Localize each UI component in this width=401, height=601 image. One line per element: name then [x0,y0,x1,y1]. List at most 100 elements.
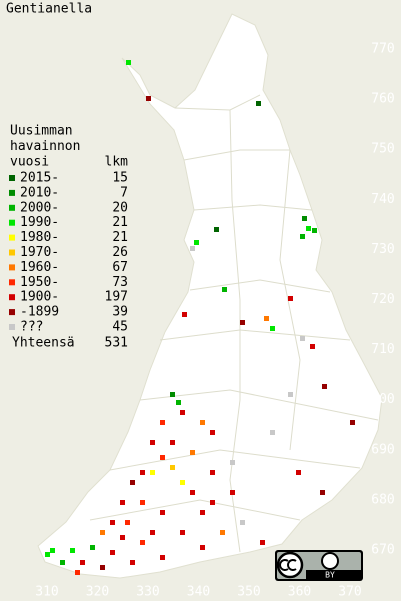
legend-label: 2015- [20,171,59,186]
observation-square [180,410,185,415]
observation-square [140,540,145,545]
legend-count: 20 [112,200,128,215]
observation-square [200,510,205,515]
y-tick-label: 690 [371,442,394,457]
observation-squares [45,60,355,575]
legend-heading: vuosi [10,155,49,170]
legend-count: 67 [112,260,128,275]
observation-square [350,420,355,425]
observation-square [256,101,261,106]
observation-square [140,470,145,475]
observation-square [270,326,275,331]
legend-swatch [9,204,15,211]
observation-square [120,535,125,540]
legend-swatch [9,294,15,301]
total-label: Yhteensä [12,336,75,351]
x-tick-label: 320 [86,585,109,600]
observation-square [180,530,185,535]
x-tick-label: 360 [288,585,311,600]
observation-square [160,555,165,560]
observation-square [220,530,225,535]
legend-count: 39 [112,305,128,320]
cc-letters [279,559,297,571]
observation-square [100,530,105,535]
legend-swatch [9,189,15,196]
observation-square [288,296,293,301]
observation-square [150,470,155,475]
legend-label: 2000- [20,200,59,215]
observation-square [170,465,175,470]
observation-square [70,548,75,553]
legend-swatch [9,309,15,316]
legend-swatch [9,219,15,226]
legend-label: 1980- [20,230,59,245]
y-tick-label: 740 [371,192,394,207]
license-badge: BY [275,550,363,581]
x-tick-label: 350 [237,585,260,600]
observation-square [288,392,293,397]
observation-square [146,96,151,101]
observation-square [176,400,181,405]
cc-icon [276,551,304,579]
observation-square [60,560,65,565]
y-tick-label: 720 [371,292,394,307]
observation-square [200,545,205,550]
observation-square [230,460,235,465]
observation-square [320,490,325,495]
legend-swatch [9,249,15,256]
observation-square [306,226,311,231]
observation-square [210,500,215,505]
legend-label: -1899 [20,305,59,320]
legend-swatch [9,324,15,330]
observation-square [160,420,165,425]
observation-square [50,548,55,553]
legend-count: 26 [112,245,128,260]
license-label: BY [325,571,335,580]
legend-label: 2010- [20,185,59,200]
observation-square [322,384,327,389]
legend-count-heading: lkm [105,155,129,170]
map-title: Gentianella [6,2,92,17]
observation-square [110,550,115,555]
observation-square [312,228,317,233]
observation-square [240,320,245,325]
observation-square [150,440,155,445]
observation-square [270,430,275,435]
x-tick-label: 370 [338,585,361,600]
observation-square [110,520,115,525]
legend-count: 21 [112,230,128,245]
legend-count: 197 [105,290,128,305]
observation-square [240,520,245,525]
observation-square [190,246,195,251]
legend-swatch [9,279,15,286]
legend-swatch [9,175,15,181]
y-tick-label: 750 [371,142,394,157]
observation-square [80,560,85,565]
observation-square [182,312,187,317]
observation-square [194,240,199,245]
observation-square [126,60,131,65]
regions [89,94,379,553]
y-tick-label: 680 [371,492,394,507]
y-tick-label: 760 [371,92,394,107]
total-count: 531 [105,336,128,351]
observation-square [180,480,185,485]
axis-labels: 310 320 330 340 350 360 370 670 680 690 700 710 720 7… [35,42,394,600]
observation-square [296,470,301,475]
observation-square [140,500,145,505]
observation-square [75,570,80,575]
observation-square [222,287,227,292]
legend-label: 1900- [20,290,59,305]
observation-square [170,392,175,397]
legend-count: 45 [112,320,128,335]
observation-square [100,565,105,570]
observation-square [260,540,265,545]
x-tick-label: 310 [35,585,58,600]
observation-square [302,216,307,221]
observation-square [190,490,195,495]
observation-square [300,336,305,341]
legend-label: 1950- [20,275,59,290]
observation-square [160,510,165,515]
